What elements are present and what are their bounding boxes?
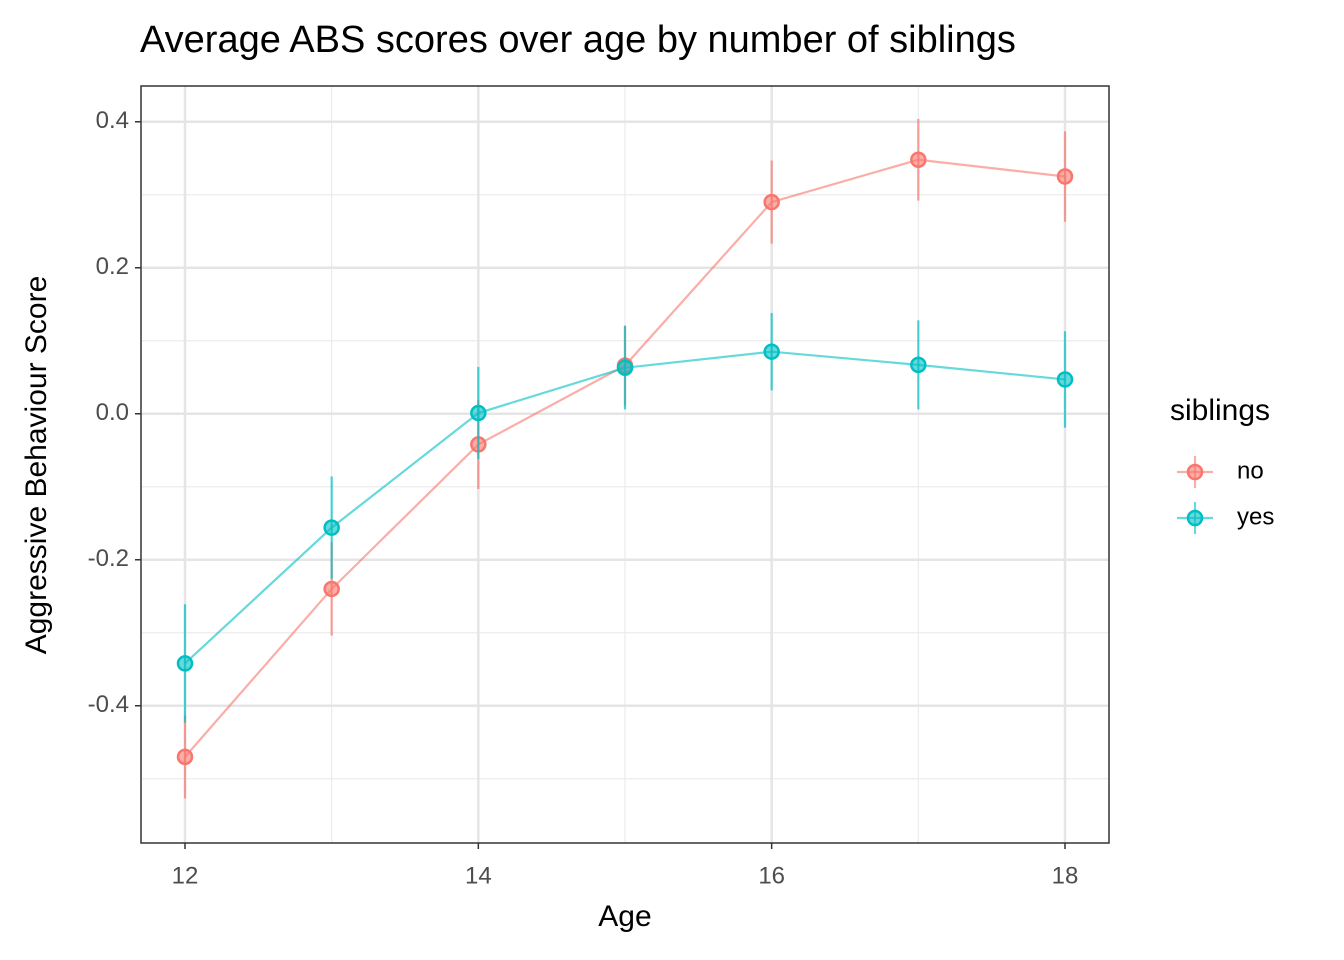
data-point: [323, 580, 340, 598]
legend-marker: [1186, 509, 1204, 527]
data-point: [1056, 371, 1074, 388]
data-point: [176, 748, 194, 766]
y-axis-label: Aggressive Behaviour Score: [20, 276, 53, 655]
data-point: [323, 519, 340, 536]
x-tick-label: 16: [758, 862, 785, 889]
legend-label: yes: [1237, 503, 1274, 530]
data-point: [470, 404, 487, 422]
x-axis-label: Age: [598, 900, 651, 933]
data-point: [176, 655, 194, 672]
x-tick-label: 14: [465, 862, 492, 889]
x-tick-label: 12: [172, 862, 199, 889]
legend-label: no: [1237, 457, 1264, 484]
data-point: [763, 193, 780, 211]
x-tick-label: 18: [1052, 862, 1079, 889]
legend-marker: [1186, 463, 1204, 481]
data-point: [910, 151, 927, 168]
y-tick-label: -0.4: [88, 691, 129, 718]
y-tick-label: 0.0: [96, 399, 129, 426]
chart-title: Average ABS scores over age by number of…: [140, 19, 1016, 61]
y-tick-label: -0.2: [88, 545, 129, 572]
panel-border: [140, 85, 1110, 844]
data-point: [910, 356, 927, 374]
legend-title: siblings: [1170, 394, 1270, 427]
data-point: [763, 343, 780, 360]
y-tick-label: 0.2: [96, 253, 129, 280]
data-point: [616, 359, 634, 377]
data-point: [1056, 168, 1074, 185]
y-tick-label: 0.4: [96, 107, 129, 134]
